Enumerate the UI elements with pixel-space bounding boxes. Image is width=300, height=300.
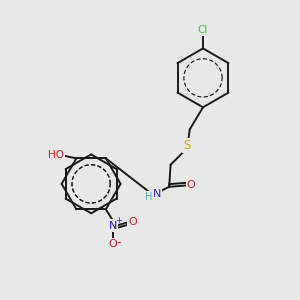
Text: N: N: [109, 220, 117, 231]
Text: H: H: [146, 192, 153, 202]
Text: S: S: [183, 139, 190, 152]
Text: Cl: Cl: [198, 25, 208, 35]
Text: O: O: [128, 217, 137, 227]
Text: N: N: [153, 189, 161, 199]
Text: +: +: [115, 216, 122, 225]
Text: -: -: [116, 236, 121, 249]
Text: HO: HO: [48, 150, 64, 161]
Text: O: O: [109, 239, 118, 249]
Text: O: O: [187, 180, 196, 190]
